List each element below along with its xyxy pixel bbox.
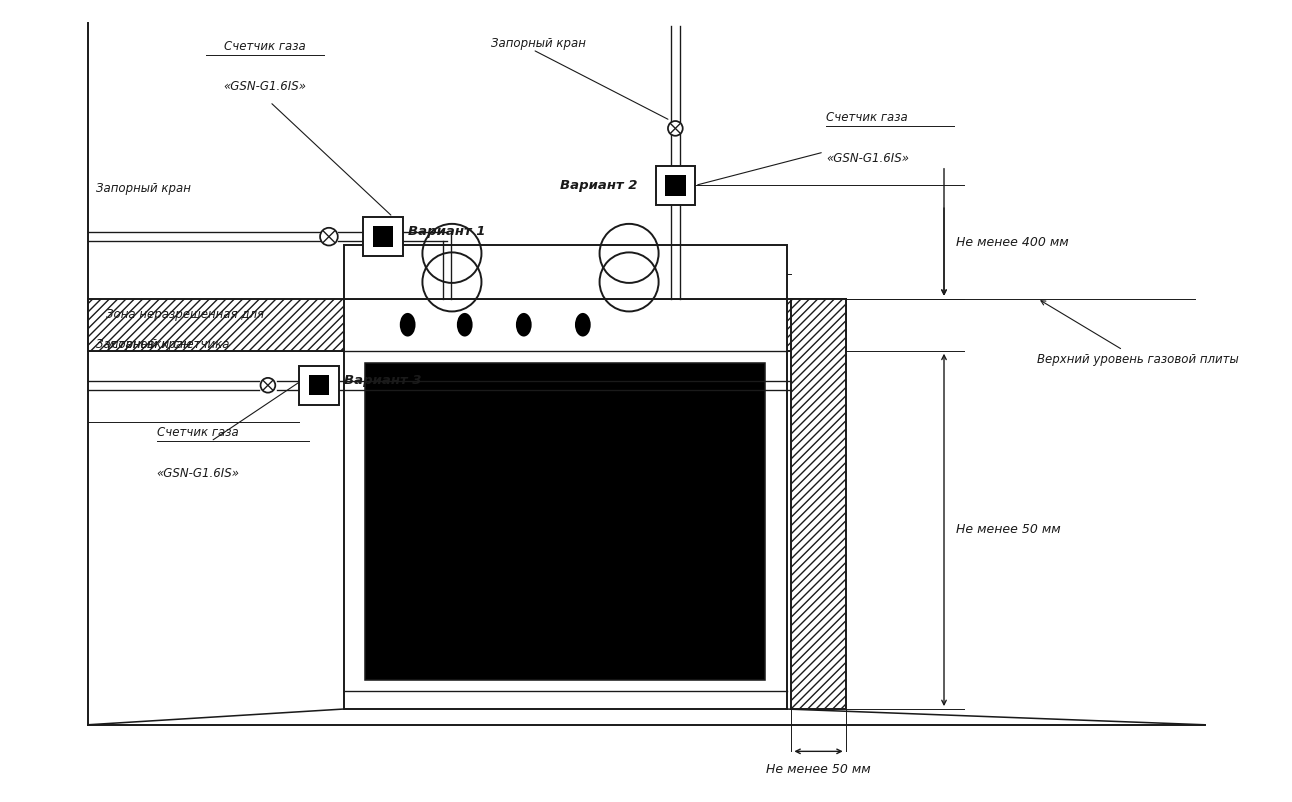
Bar (344, 298, 787, 709)
Text: Счетчик газа: Счетчик газа (826, 111, 908, 124)
Circle shape (320, 228, 337, 245)
Bar (300, 366, 339, 405)
Polygon shape (344, 245, 787, 298)
Ellipse shape (399, 313, 416, 337)
Circle shape (668, 121, 682, 136)
Text: Вариант 3: Вариант 3 (344, 374, 421, 387)
Text: Не менее 50 мм: Не менее 50 мм (956, 524, 1061, 537)
Text: Запорный кран: Запорный кран (96, 182, 190, 196)
Text: Счетчик газа: Счетчик газа (224, 39, 306, 53)
Text: Счетчик газа: Счетчик газа (156, 427, 239, 439)
Bar (655, 166, 695, 205)
Text: Не менее 50 мм: Не менее 50 мм (766, 764, 871, 776)
Text: Вариант 1: Вариант 1 (408, 225, 486, 238)
Text: «GSN-G1.6IS»: «GSN-G1.6IS» (156, 467, 240, 480)
Bar (309, 375, 329, 395)
Text: Зона неразрешенная для: Зона неразрешенная для (106, 308, 264, 322)
Bar (366, 363, 765, 679)
Text: Запорный кран: Запорный кран (96, 338, 190, 350)
Text: установки счетчика: установки счетчика (106, 338, 230, 350)
Text: Запорный кран: Запорный кран (491, 37, 587, 50)
Ellipse shape (516, 313, 531, 337)
Text: Верхний уровень газовой плиты: Верхний уровень газовой плиты (1037, 301, 1239, 366)
Text: «GSN-G1.6IS»: «GSN-G1.6IS» (826, 152, 908, 165)
Text: Вариант 2: Вариант 2 (561, 179, 638, 192)
Text: «GSN-G1.6IS»: «GSN-G1.6IS» (224, 80, 306, 93)
Circle shape (261, 378, 275, 393)
Polygon shape (792, 298, 845, 709)
Polygon shape (88, 298, 845, 350)
Bar (665, 176, 686, 196)
Bar (373, 226, 393, 247)
Text: Не менее 400 мм: Не менее 400 мм (956, 236, 1068, 249)
Ellipse shape (575, 313, 590, 337)
Text: Не менее 50 мм: Не менее 50 мм (565, 253, 669, 266)
Bar (363, 217, 403, 257)
Ellipse shape (457, 313, 473, 337)
